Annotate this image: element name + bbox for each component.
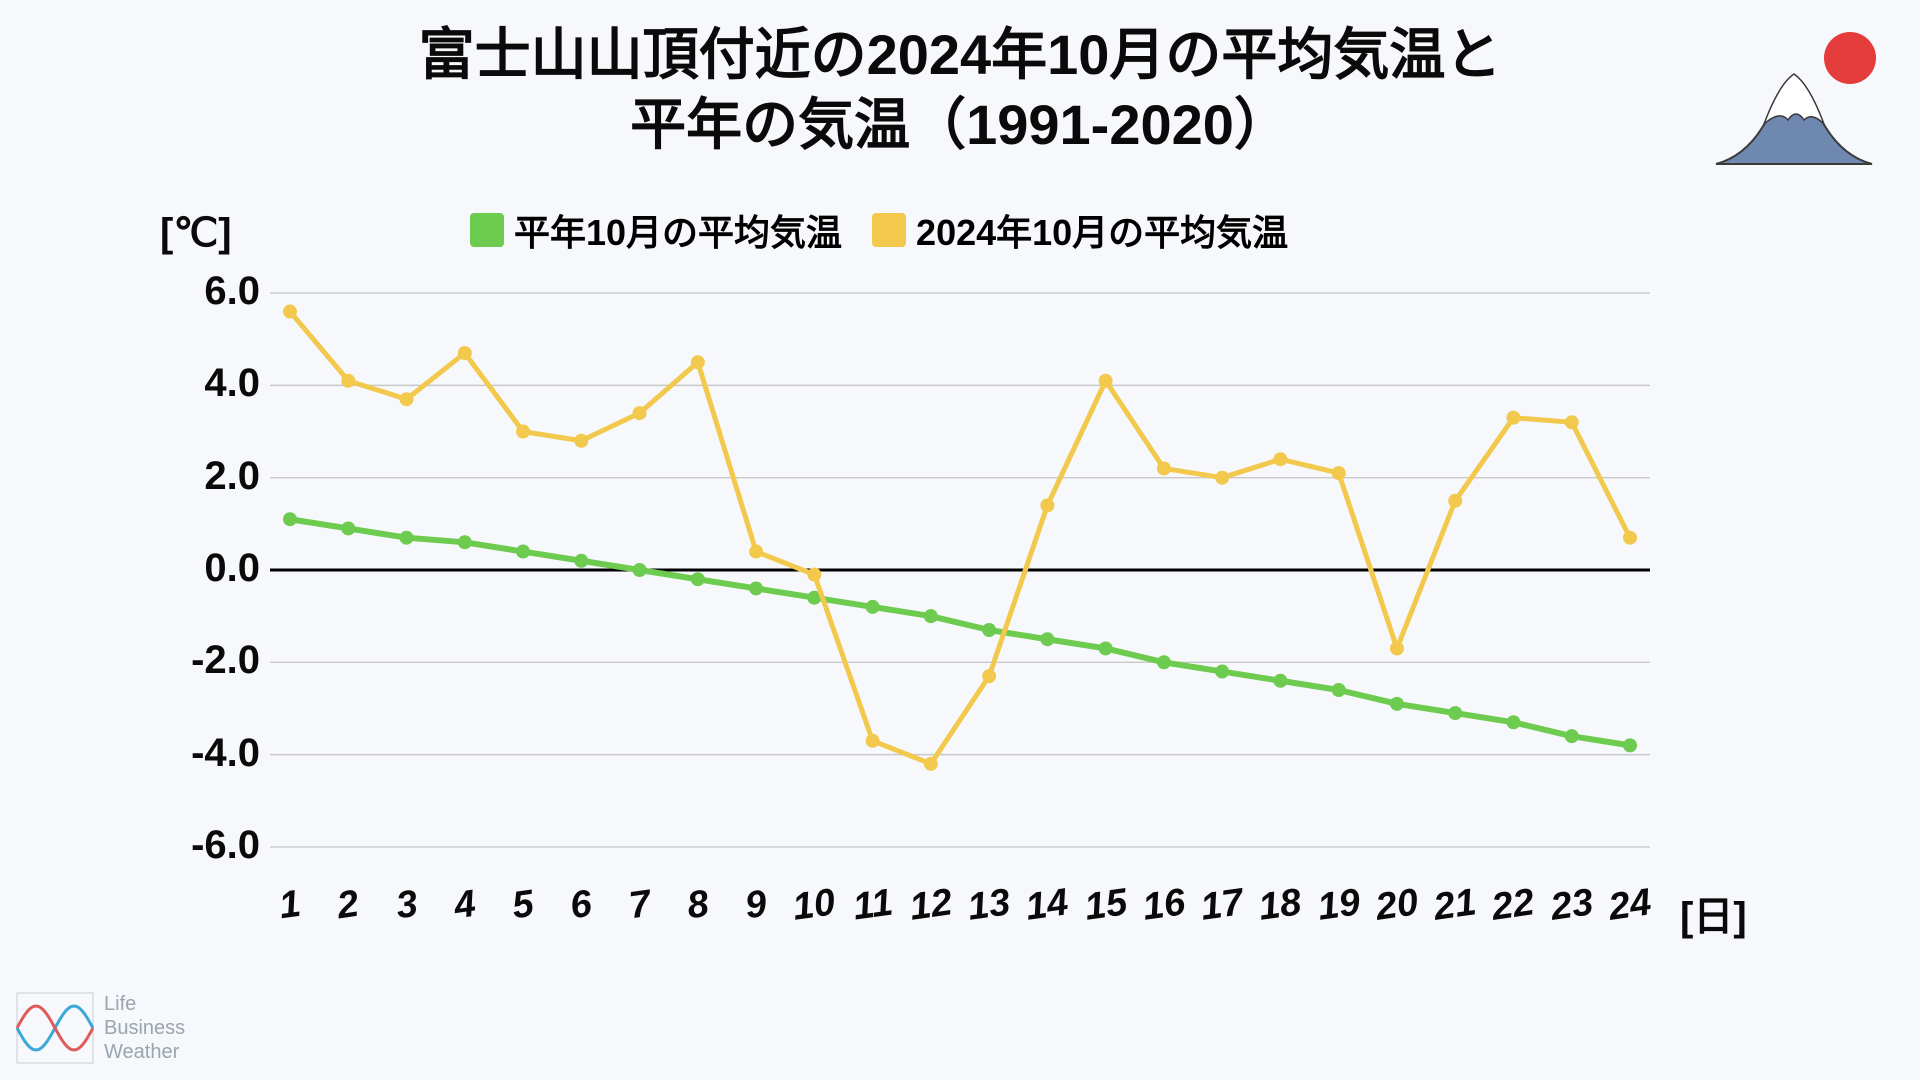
x-tick-label: 9	[725, 880, 786, 930]
x-tick-label: 14	[1017, 880, 1078, 930]
x-tick-label: 3	[376, 880, 437, 930]
legend-item: 平年10月の平均気温	[470, 204, 842, 256]
page: 富士山山頂付近の2024年10月の平均気温と 平年の気温（1991-2020） …	[0, 0, 1920, 1080]
x-tick-label: 18	[1250, 880, 1311, 930]
x-tick-label: 17	[1191, 880, 1252, 930]
x-tick-label: 19	[1308, 880, 1369, 930]
y-axis-unit-label: [℃]	[160, 210, 232, 256]
x-tick-label: 10	[784, 880, 845, 930]
y-tick-label: -4.0	[150, 731, 260, 776]
x-tick-label: 16	[1133, 880, 1194, 930]
brand-watermark: LifeBusinessWeather	[16, 992, 185, 1064]
x-tick-label: 7	[609, 880, 670, 930]
legend: 平年10月の平均気温 2024年10月の平均気温	[470, 204, 1288, 256]
legend-label: 2024年10月の平均気温	[916, 204, 1288, 256]
chart-title: 富士山山頂付近の2024年10月の平均気温と 平年の気温（1991-2020）	[0, 20, 1920, 160]
x-tick-label: 2	[318, 880, 379, 930]
x-tick-label: 1	[259, 880, 320, 930]
legend-label: 平年10月の平均気温	[514, 204, 842, 256]
brand-line: Life	[104, 992, 185, 1016]
x-tick-label: 20	[1366, 880, 1427, 930]
x-tick-label: 8	[667, 880, 728, 930]
y-tick-label: -6.0	[150, 823, 260, 868]
x-tick-label: 15	[1075, 880, 1136, 930]
x-tick-label: 6	[551, 880, 612, 930]
x-axis-unit-label: [日]	[1680, 884, 1747, 942]
x-tick-label: 11	[842, 880, 903, 930]
y-tick-label: -2.0	[150, 638, 260, 683]
temperature-line-chart	[270, 270, 1650, 870]
legend-swatch	[872, 213, 906, 247]
brand-text: LifeBusinessWeather	[104, 992, 185, 1064]
brand-line: Weather	[104, 1040, 185, 1064]
y-tick-label: 0.0	[150, 546, 260, 591]
chart-title-line1: 富士山山頂付近の2024年10月の平均気温と	[0, 20, 1920, 90]
fuji-icon	[1704, 24, 1884, 179]
x-tick-label: 13	[958, 880, 1019, 930]
x-tick-label: 21	[1424, 880, 1485, 930]
x-tick-label: 5	[492, 880, 553, 930]
x-tick-label: 12	[900, 880, 961, 930]
brand-wave-icon	[16, 992, 94, 1064]
chart-title-line2: 平年の気温（1991-2020）	[0, 90, 1920, 160]
legend-item: 2024年10月の平均気温	[872, 204, 1288, 256]
legend-swatch	[470, 213, 504, 247]
y-tick-label: 6.0	[150, 269, 260, 314]
x-tick-label: 24	[1599, 880, 1660, 930]
brand-line: Business	[104, 1016, 185, 1040]
x-tick-label: 23	[1541, 880, 1602, 930]
y-tick-label: 2.0	[150, 454, 260, 499]
x-tick-label: 4	[434, 880, 495, 930]
x-tick-label: 22	[1483, 880, 1544, 930]
y-tick-label: 4.0	[150, 361, 260, 406]
